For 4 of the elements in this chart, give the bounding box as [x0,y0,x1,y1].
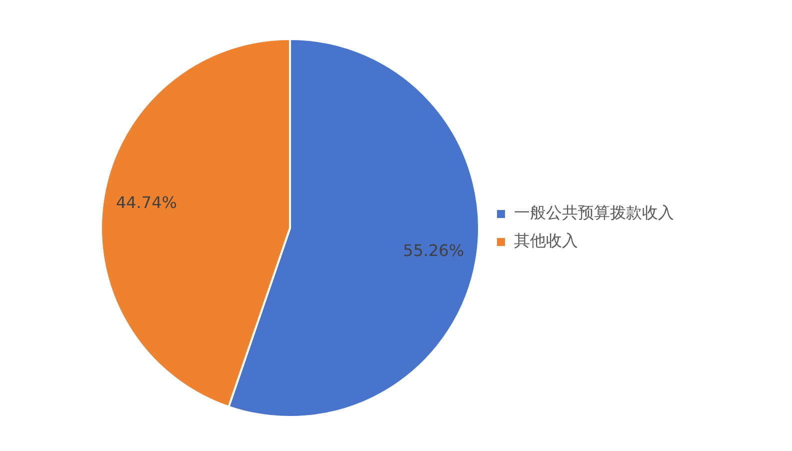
legend-label: 一般公共预算拨款收入 [514,203,674,222]
data-label: 55.26% [403,241,464,260]
data-label: 44.74% [116,193,177,212]
legend-label: 其他收入 [514,231,578,250]
